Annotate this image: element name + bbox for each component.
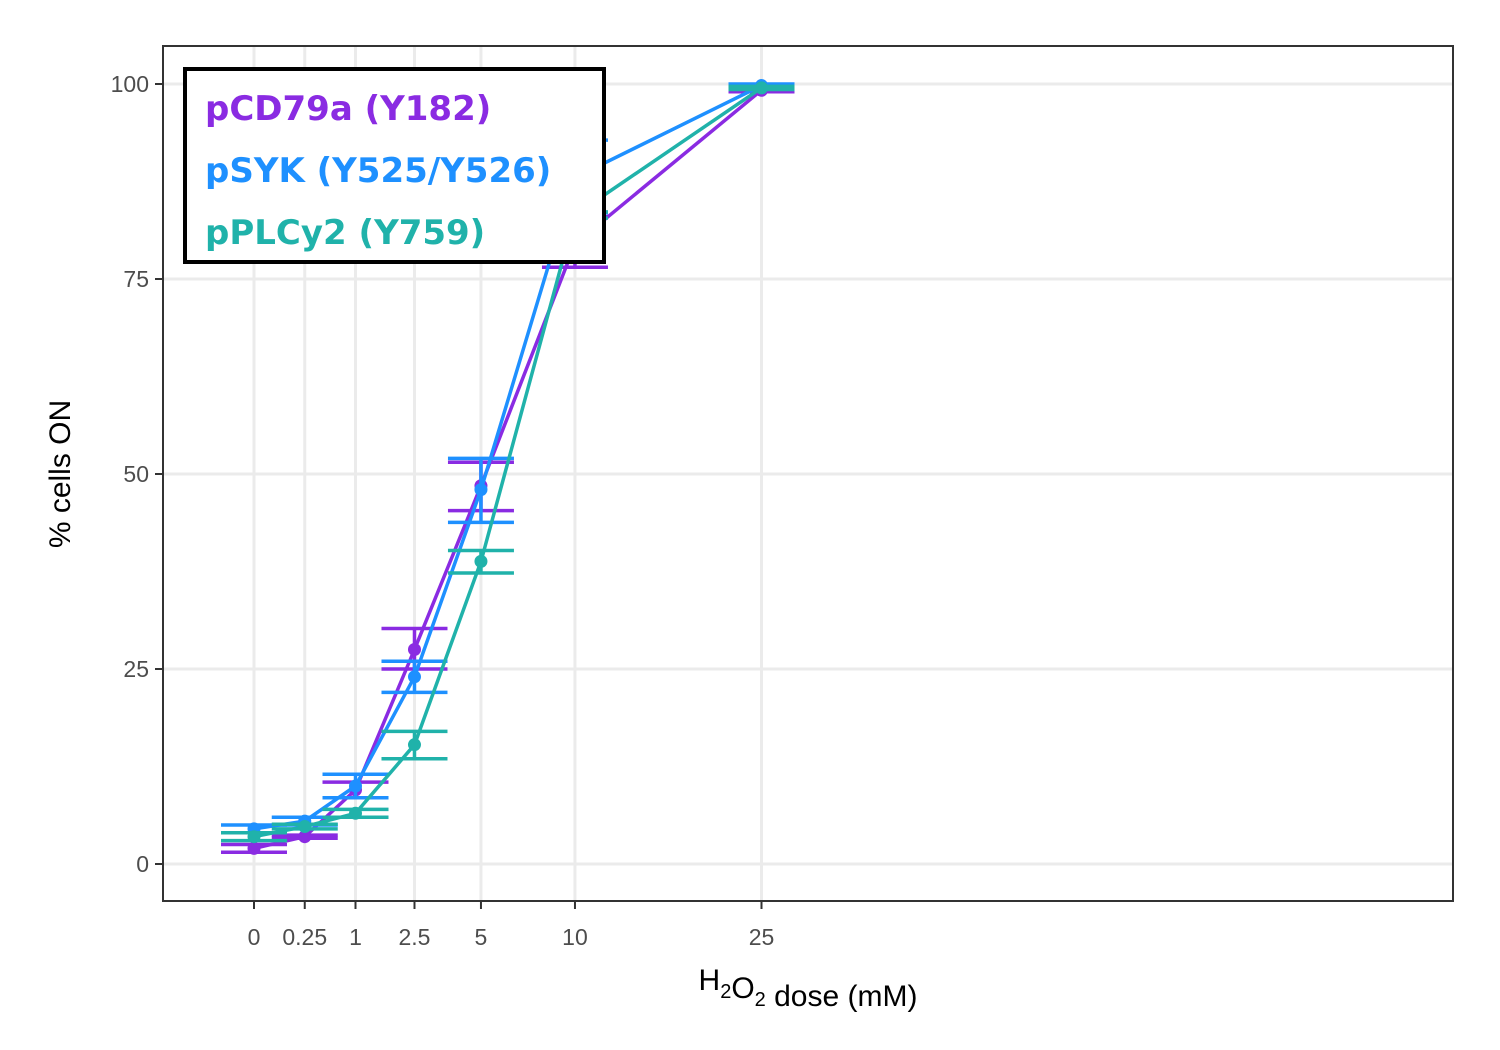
- x-tick-label: 0: [248, 924, 261, 950]
- plot-panel-border: [162, 45, 1454, 902]
- x-axis-title-subscript: 2: [755, 989, 766, 1011]
- x-tick-label: 5: [475, 924, 488, 950]
- legend-box: [183, 67, 606, 264]
- data-point: [407, 643, 421, 656]
- legend-entry: pCD79a (Y182): [205, 89, 491, 129]
- x-tick-label: 25: [749, 924, 775, 950]
- y-axis-title: % cells ON: [44, 400, 77, 548]
- y-tick-label: 75: [123, 266, 149, 292]
- data-point: [407, 670, 421, 684]
- data-point: [247, 830, 261, 844]
- data-point: [349, 779, 362, 793]
- legend: pCD79a (Y182) pSYK (Y525/Y526) pPLCy2 (Y75…: [183, 67, 606, 264]
- data-point: [407, 738, 421, 752]
- x-tick-label: 1: [349, 924, 362, 950]
- x-axis-title-part: dose (mM): [766, 980, 918, 1013]
- data-point: [298, 820, 312, 834]
- y-tick-label: 50: [123, 461, 149, 487]
- x-axis-title-part: O: [731, 972, 754, 1005]
- data-point: [349, 806, 362, 820]
- x-axis-title: H2O2 dose (mM): [699, 964, 918, 1013]
- x-tick-label: 0.25: [282, 924, 327, 950]
- axes: 0 25 50 75 100 0 0.25 1 2.5 5 10 25: [111, 71, 775, 950]
- data-point: [755, 81, 768, 95]
- legend-entry: pPLCy2 (Y759): [205, 213, 485, 253]
- y-tick-label: 25: [123, 656, 149, 682]
- data-point: [474, 483, 488, 497]
- data-point: [474, 554, 488, 568]
- y-tick-label: 100: [111, 71, 149, 97]
- data-point: [247, 841, 261, 855]
- y-tick-label: 0: [136, 851, 149, 877]
- data-point: [298, 830, 312, 844]
- legend-entry: pSYK (Y525/Y526): [205, 151, 551, 191]
- x-axis-title-subscript: 2: [720, 981, 731, 1003]
- x-tick-label: 10: [562, 924, 588, 950]
- x-axis-title-part: H: [699, 964, 721, 997]
- x-tick-label: 2.5: [398, 924, 430, 950]
